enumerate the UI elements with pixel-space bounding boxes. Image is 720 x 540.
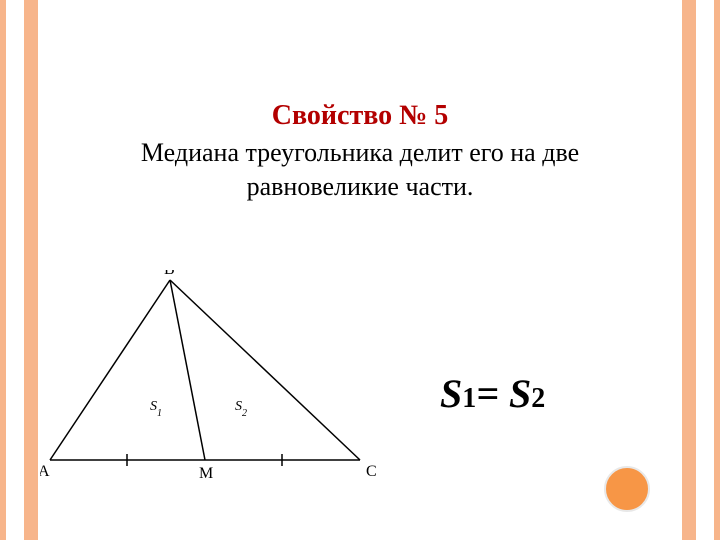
triangle-diagram: A B C M S1 S2	[40, 270, 380, 490]
eq-sign: =	[476, 371, 509, 416]
slide-title: Свойство № 5	[60, 100, 660, 132]
svg-text:C: C	[366, 463, 377, 480]
subtitle-line1: Медиана треугольника делит его на две	[141, 138, 579, 167]
eq-rhs-sub: 2	[531, 383, 545, 414]
svg-text:B: B	[164, 270, 175, 278]
eq-lhs-var: S	[440, 371, 462, 416]
title-block: Свойство № 5 Медиана треугольника делит …	[60, 100, 660, 204]
svg-text:A: A	[40, 463, 50, 480]
eq-rhs-var: S	[509, 371, 531, 416]
svg-text:S2: S2	[235, 399, 247, 419]
border-left-inner	[24, 0, 38, 540]
border-left-outer	[0, 0, 6, 540]
orange-circle-icon	[604, 466, 650, 512]
subtitle-line2: равновеликие части.	[247, 172, 474, 201]
slide-subtitle: Медиана треугольника делит его на две ра…	[60, 136, 660, 204]
svg-text:S1: S1	[150, 399, 162, 419]
eq-lhs-sub: 1	[462, 383, 476, 414]
border-right-inner	[682, 0, 696, 540]
equation: S1= S2	[440, 370, 545, 417]
border-right-outer	[714, 0, 720, 540]
svg-text:M: M	[199, 465, 213, 482]
